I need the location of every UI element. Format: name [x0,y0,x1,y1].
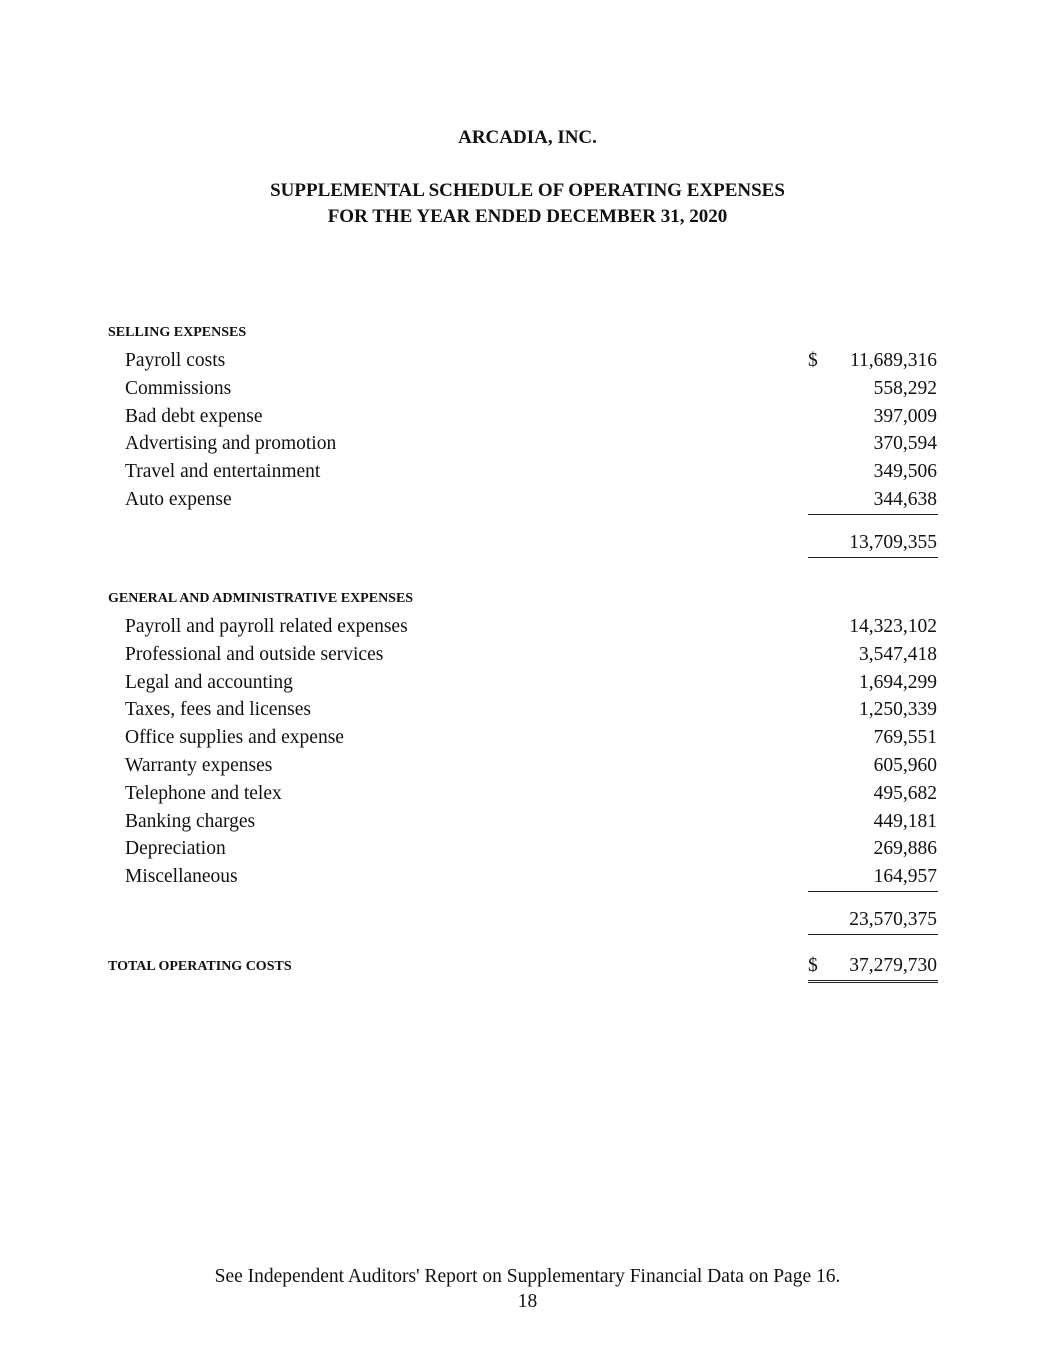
expense-row: Legal and accounting 1,694,299 [0,669,1055,697]
expense-label: Miscellaneous [125,866,238,888]
expense-row: Payroll costs $ 11,689,316 [0,347,1055,375]
company-name: ARCADIA, INC. [458,127,597,148]
expense-amount: 1,694,299 [859,671,937,693]
expense-row: Banking charges 449,181 [0,808,1055,836]
selling-expenses-list: Payroll costs $ 11,689,316 Commissions 5… [0,347,1055,558]
expense-amount: 558,292 [873,377,937,399]
underline [808,529,938,558]
expense-label: Legal and accounting [125,671,293,693]
expense-row: Payroll and payroll related expenses 14,3… [0,613,1055,641]
double-underline [808,952,938,983]
page-number: 18 [517,1291,538,1312]
expense-label: Travel and entertainment [125,461,321,483]
expense-row: Taxes, fees and licenses 1,250,339 [0,696,1055,724]
expense-row: Advertising and promotion 370,594 [0,430,1055,458]
ga-expenses-list: Payroll and payroll related expenses 14,3… [0,613,1055,935]
expense-label: Commissions [125,377,232,399]
expense-label: Office supplies and expense [125,727,344,749]
schedule-title: SUPPLEMENTAL SCHEDULE OF OPERATING EXPEN… [270,180,785,201]
ga-subtotal: 23,570,375 [849,908,937,930]
expense-amount: 349,506 [873,461,937,483]
total-amount: 37,279,730 [849,955,937,976]
currency-symbol: $ [808,955,818,976]
expense-amount: 1,250,339 [859,699,937,721]
expense-label: Taxes, fees and licenses [125,699,311,721]
expense-row: Miscellaneous 164,957 [0,863,1055,892]
expense-row: Telephone and telex 495,682 [0,780,1055,808]
expense-amount: 344,638 [873,488,937,510]
expense-row: Office supplies and expense 769,551 [0,724,1055,752]
underline [808,863,938,892]
expense-amount: 14,323,102 [849,616,937,637]
underline [808,486,938,515]
expense-row: Depreciation 269,886 [0,835,1055,863]
expense-row: Professional and outside services 3,547,4… [0,641,1055,669]
expense-label: Payroll and payroll related expenses [125,616,408,637]
expense-amount: 164,957 [873,866,937,888]
expense-row: Auto expense 344,638 [0,486,1055,515]
expense-amount: 605,960 [873,754,937,776]
selling-expenses-heading: SELLING EXPENSES [108,325,247,340]
expense-row: Bad debt expense 397,009 [0,403,1055,431]
schedule-period: FOR THE YEAR ENDED DECEMBER 31, 2020 [327,206,728,227]
total-row: $ 37,279,730 [0,952,1055,983]
expense-row: Travel and entertainment 349,506 [0,458,1055,486]
expense-amount: 269,886 [873,838,937,860]
expense-label: Auto expense [125,488,232,510]
expense-amount: 11,689,316 [849,350,937,371]
expense-amount: 769,551 [873,727,937,749]
expense-amount: 449,181 [873,810,937,832]
expense-label: Warranty expenses [125,754,273,776]
expense-label: Professional and outside services [125,643,384,665]
expense-amount: 495,682 [873,782,937,804]
total-operating-costs-label: TOTAL OPERATING COSTS [108,959,292,974]
total-row-inner: $ 37,279,730 [0,952,1055,983]
expense-label: Payroll costs [125,350,226,371]
selling-subtotal: 13,709,355 [849,531,937,553]
underline [808,906,938,935]
expense-row: Commissions 558,292 [0,375,1055,403]
expense-amount: 3,547,418 [859,643,937,665]
expense-label: Advertising and promotion [125,433,337,455]
subtotal-row: 13,709,355 [0,529,1055,558]
expense-row: Warranty expenses 605,960 [0,752,1055,780]
ga-expenses-heading: GENERAL AND ADMINISTRATIVE EXPENSES [108,591,414,606]
expense-label: Banking charges [125,810,256,832]
expense-amount: 397,009 [873,405,937,427]
expense-amount: 370,594 [873,433,937,455]
auditors-note: See Independent Auditors' Report on Supp… [214,1266,841,1287]
expense-label: Telephone and telex [125,782,282,804]
expense-label: Depreciation [125,838,226,860]
expense-label: Bad debt expense [125,405,263,427]
currency-symbol: $ [808,350,818,371]
subtotal-row: 23,570,375 [0,906,1055,935]
